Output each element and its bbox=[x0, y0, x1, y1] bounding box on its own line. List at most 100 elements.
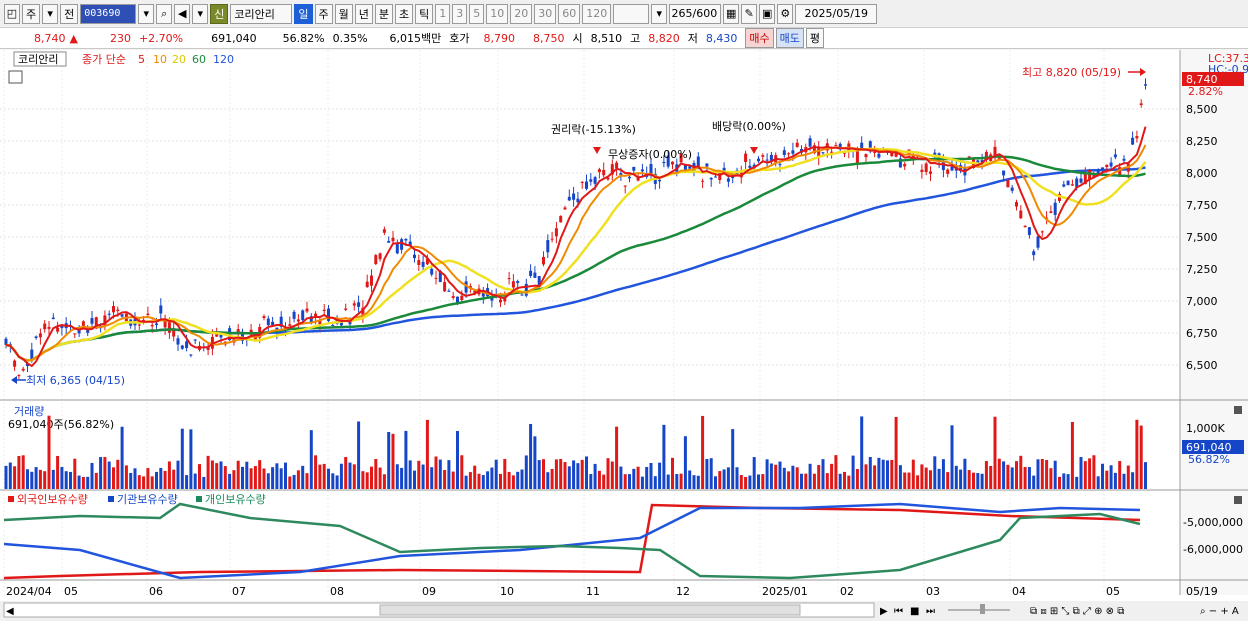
candle-body bbox=[941, 161, 945, 171]
volume-bar bbox=[219, 461, 223, 489]
close-icon[interactable] bbox=[1234, 496, 1242, 504]
num-1[interactable]: 1 bbox=[435, 3, 451, 24]
num-30[interactable]: 30 bbox=[534, 3, 557, 24]
period-second[interactable]: 초 bbox=[395, 3, 414, 24]
stop-icon[interactable]: ■ bbox=[910, 606, 919, 617]
speaker-dropdown-icon[interactable]: ▾ bbox=[192, 3, 209, 24]
period-week[interactable]: 주 bbox=[314, 3, 333, 24]
scroll-thumb[interactable] bbox=[379, 604, 801, 616]
count-value: 265 bbox=[671, 7, 693, 20]
volume-bar bbox=[920, 464, 924, 489]
candle-body bbox=[38, 333, 42, 338]
volume-bar bbox=[99, 457, 103, 489]
period-minute[interactable]: 분 bbox=[374, 3, 393, 24]
market-select[interactable]: 주 bbox=[22, 3, 41, 24]
volume-bar bbox=[1083, 461, 1087, 489]
period-month[interactable]: 월 bbox=[334, 3, 353, 24]
candle-body bbox=[980, 160, 984, 163]
candle-body bbox=[511, 281, 515, 288]
volume-bar bbox=[1096, 476, 1100, 489]
count-input[interactable]: 265/600 bbox=[669, 3, 722, 24]
num-5[interactable]: 5 bbox=[469, 3, 485, 24]
last-icon[interactable]: ⏭ bbox=[926, 606, 935, 617]
volume-bar bbox=[843, 471, 846, 489]
stock-code-input[interactable]: 003690 bbox=[80, 3, 137, 24]
save-icon[interactable]: ▣ bbox=[759, 3, 776, 24]
candle-body bbox=[542, 256, 545, 265]
period-tick[interactable]: 틱 bbox=[415, 3, 434, 24]
volume-tag-label: 691,040 bbox=[1186, 441, 1232, 454]
search-icon[interactable]: ⌕ bbox=[156, 3, 173, 24]
gear-icon[interactable]: ⚙ bbox=[777, 3, 794, 24]
institution-line bbox=[3, 502, 1141, 580]
volume-bar bbox=[933, 456, 937, 489]
speaker-icon[interactable]: ◀ bbox=[174, 3, 191, 24]
custom-input[interactable] bbox=[613, 3, 650, 24]
grid-icon[interactable]: ▦ bbox=[723, 3, 740, 24]
volume-bar bbox=[653, 476, 657, 489]
scroll-right-icon[interactable]: ▶ bbox=[880, 606, 888, 617]
volume-bar bbox=[137, 475, 141, 489]
candle-body bbox=[787, 153, 791, 155]
candle-body bbox=[137, 324, 141, 326]
candle-body bbox=[572, 193, 576, 200]
x-axis-label: 09 bbox=[422, 585, 436, 598]
volume-bar bbox=[335, 475, 339, 489]
close-icon[interactable] bbox=[1234, 406, 1242, 414]
volume-bar bbox=[361, 471, 365, 489]
candle-body bbox=[688, 166, 692, 169]
x-axis-label: 10 bbox=[500, 585, 514, 598]
candle-body bbox=[924, 163, 928, 173]
volume-bar bbox=[86, 476, 90, 489]
chart-stock-name: 코리안리 bbox=[18, 53, 58, 66]
tools-icon[interactable]: ✎ bbox=[741, 3, 758, 24]
custom-dropdown-icon[interactable]: ▾ bbox=[651, 3, 668, 24]
num-120[interactable]: 120 bbox=[582, 3, 612, 24]
volume-bar bbox=[262, 468, 266, 489]
table-icon[interactable] bbox=[8, 70, 23, 84]
volume-bar bbox=[847, 475, 851, 489]
code-dropdown-icon[interactable]: ▾ bbox=[138, 3, 155, 24]
date-input[interactable]: 2025/05/19 bbox=[795, 3, 878, 24]
candle-body bbox=[378, 253, 382, 260]
volume-bar bbox=[778, 461, 782, 489]
candle-body bbox=[946, 169, 950, 174]
volume-bar bbox=[580, 459, 584, 489]
ma5-label: 5 bbox=[138, 53, 145, 66]
candle-body bbox=[524, 283, 528, 296]
candle-body bbox=[1002, 170, 1006, 176]
window-icon[interactable]: ◰ bbox=[4, 3, 20, 24]
first-icon[interactable]: ⏮ bbox=[894, 606, 903, 617]
buy-button[interactable]: 매수 bbox=[745, 28, 774, 48]
volume-bar bbox=[550, 468, 554, 489]
volume-bar bbox=[417, 460, 421, 489]
zoom-icon[interactable]: ⌕ − + A bbox=[1200, 606, 1239, 617]
tool-icon[interactable]: ⧉ ⧈ ⊞ ⤡ ⧉ ⤢ ⊕ ⊗ ⧉ bbox=[1030, 606, 1124, 617]
num-20[interactable]: 20 bbox=[510, 3, 533, 24]
num-60[interactable]: 60 bbox=[558, 3, 581, 24]
candle-body bbox=[206, 346, 210, 350]
volume-bar bbox=[636, 466, 640, 489]
trade-amount: 6,015백만 bbox=[389, 32, 442, 45]
volume-bar bbox=[38, 469, 42, 489]
bonus-annotation: 무상증자(0.00%) bbox=[608, 148, 692, 161]
stock-chart[interactable]: 코리안리 종가 단순 5 10 20 60 120 LC:37.31 HC:-0… bbox=[0, 50, 1248, 621]
volume-bar bbox=[967, 470, 971, 489]
dropdown-icon[interactable]: ▾ bbox=[42, 3, 59, 24]
period-year[interactable]: 년 bbox=[354, 3, 373, 24]
num-10[interactable]: 10 bbox=[486, 3, 509, 24]
period-day[interactable]: 일 bbox=[294, 3, 313, 24]
zoom-thumb[interactable] bbox=[980, 604, 985, 614]
legend-swatch bbox=[8, 496, 14, 502]
quote-bar: 8,740 ▲ 230 +2.70% 691,040 56.82% 0.35% … bbox=[0, 28, 1248, 49]
num-3[interactable]: 3 bbox=[452, 3, 468, 24]
volume-bar bbox=[1118, 461, 1122, 489]
eval-button[interactable]: 평 bbox=[805, 28, 825, 48]
scroll-left-icon[interactable]: ◀ bbox=[6, 606, 14, 617]
x-axis-label: 11 bbox=[586, 585, 600, 598]
sell-button[interactable]: 매도 bbox=[775, 28, 804, 48]
prev-select[interactable]: 전 bbox=[60, 3, 79, 24]
volume-bar bbox=[524, 455, 528, 489]
candle-body bbox=[529, 270, 533, 276]
open-label: 시 bbox=[572, 32, 583, 45]
